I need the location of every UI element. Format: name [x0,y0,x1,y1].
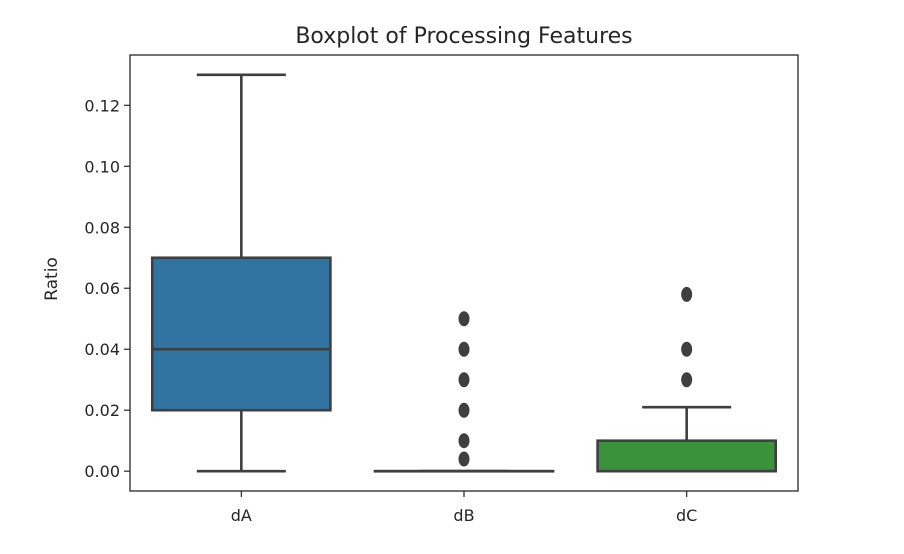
y-tick-label: 0.10 [84,157,120,176]
x-tick-label: dC [676,506,697,525]
y-tick-label: 0.08 [84,218,120,237]
x-tick-label: dA [231,506,252,525]
outlier-point [459,373,469,387]
box-dC [598,441,776,471]
outlier-point [459,403,469,417]
y-tick-label: 0.04 [84,340,120,359]
y-tick-label: 0.00 [84,462,120,481]
outlier-point [459,312,469,326]
box-dA [152,258,330,410]
outlier-point [682,287,692,301]
y-axis-label: Ratio [42,257,62,301]
outlier-point [682,373,692,387]
y-tick-label: 0.02 [84,401,120,420]
chart-title: Boxplot of Processing Features [295,24,632,49]
outlier-point [459,434,469,448]
outlier-point [459,342,469,356]
y-tick-label: 0.06 [84,279,120,298]
outlier-point [459,452,469,466]
x-tick-label: dB [453,506,474,525]
y-tick-label: 0.12 [84,96,120,115]
outlier-point [682,342,692,356]
